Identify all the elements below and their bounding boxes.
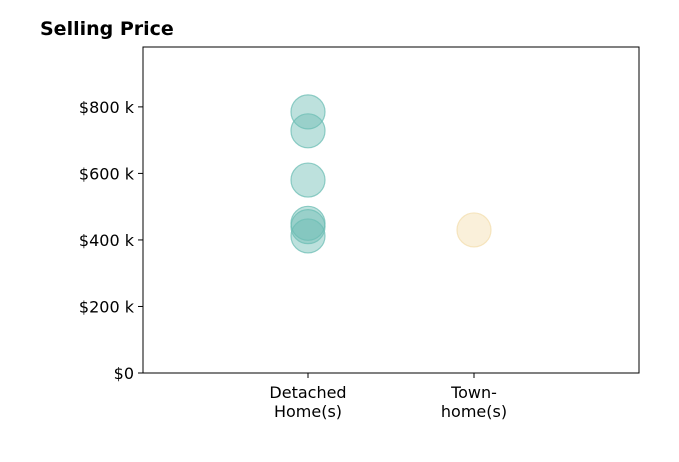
data-points [290, 94, 492, 254]
chart-title: Selling Price [40, 18, 174, 40]
data-point [456, 212, 492, 248]
data-point [290, 113, 326, 149]
y-tick-label: $400 k [79, 231, 135, 250]
x-tick-label: Detached Home(s) [269, 383, 346, 421]
x-axis: Detached Home(s) Town-home(s) [269, 373, 507, 421]
y-tick-label: $200 k [79, 297, 135, 316]
y-tick-label: $600 k [79, 164, 135, 183]
y-tick-label: $0 [114, 364, 134, 383]
y-axis: $0 $200 k $400 k $600 k $800 k [79, 98, 143, 383]
plot-area-frame [142, 46, 640, 374]
data-point [290, 162, 326, 198]
data-point [290, 94, 326, 130]
x-tick-label: Town-home(s) [441, 383, 507, 421]
y-tick-label: $800 k [79, 98, 135, 117]
data-point [290, 209, 326, 245]
data-point [290, 218, 326, 254]
